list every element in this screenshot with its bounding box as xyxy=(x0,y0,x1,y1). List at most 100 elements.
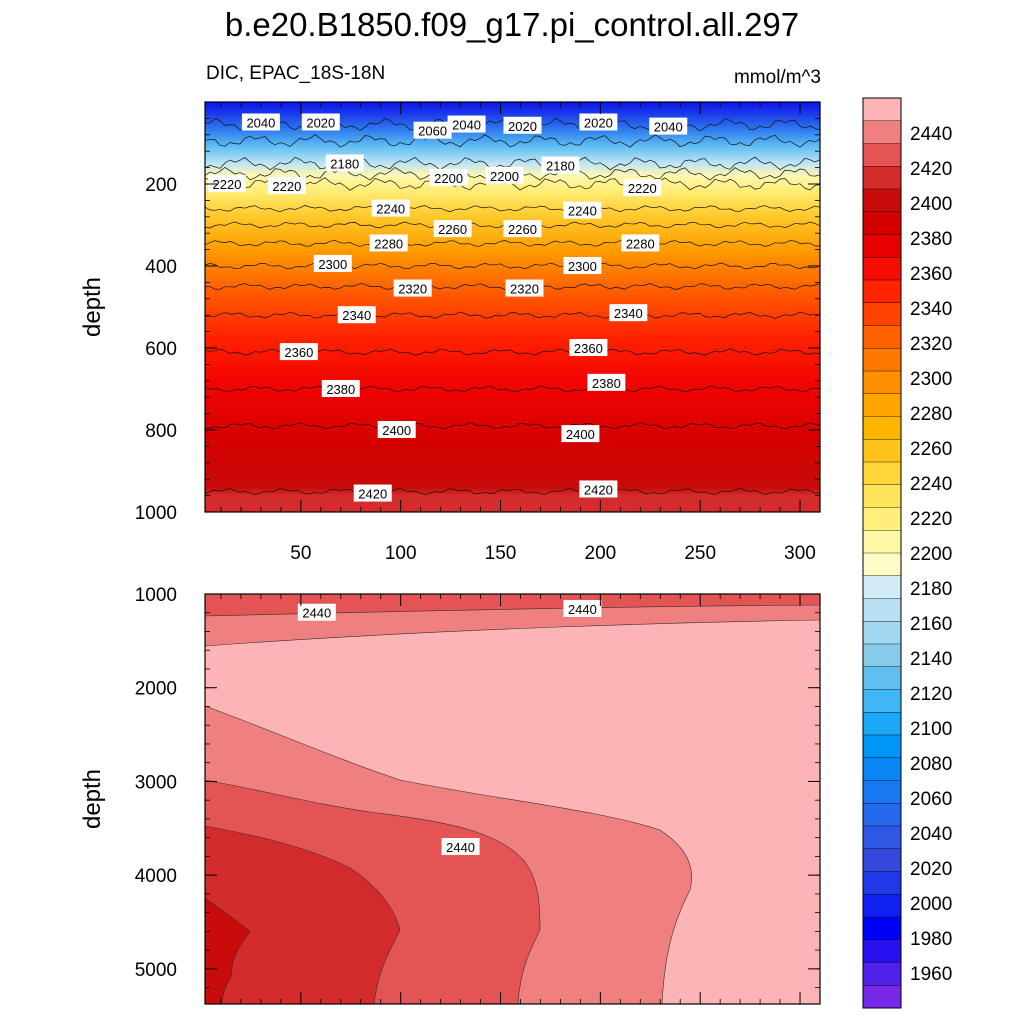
colorbar-swatch xyxy=(862,598,902,622)
contour-label-box xyxy=(297,603,336,621)
contour-label-box xyxy=(377,421,416,438)
lower-frame xyxy=(204,593,821,1005)
upper-label-2280: 2280 xyxy=(369,234,408,252)
xtick-label: 200 xyxy=(585,543,617,564)
colorbar-swatch xyxy=(862,780,902,804)
colorbar-swatch xyxy=(862,166,902,190)
contour-label-box xyxy=(441,838,480,856)
contour-label-box xyxy=(433,220,472,238)
contour-label-text: 2440 xyxy=(446,840,475,855)
contour-label-box xyxy=(279,343,318,361)
contour-label-text: 2420 xyxy=(584,482,613,497)
colorbar-swatch xyxy=(862,643,902,668)
contour-label-text: 2220 xyxy=(272,179,301,194)
contour-label-text: 2040 xyxy=(452,118,481,133)
lower-panel: 2440 2440 2440 1000 2000 3000 4000 5000 depth xyxy=(79,585,821,1005)
upper-label-2040: 2040 xyxy=(447,115,486,133)
colorbar-label: 2160 xyxy=(910,614,952,635)
colorbar-label: 2080 xyxy=(910,754,952,775)
colorbar-swatch xyxy=(862,348,902,372)
colorbar-label: 2120 xyxy=(910,684,952,705)
colorbar-label: 2360 xyxy=(910,264,952,285)
upper-label-2180: 2180 xyxy=(541,156,580,174)
colorbar-label: 2420 xyxy=(910,159,952,180)
upper-contour-labels: 2040 2020 2060 2040 2020 2020 2040 2180 2200 2200… xyxy=(207,113,688,502)
colorbar-swatch xyxy=(862,302,902,326)
contour-label-box xyxy=(579,480,618,498)
xtick-label: 100 xyxy=(385,543,417,564)
upper-ytick-label: 400 xyxy=(145,257,177,278)
upper-label-2340: 2340 xyxy=(337,306,376,324)
contour-label-box xyxy=(371,199,410,217)
colorbar-swatch xyxy=(862,188,902,213)
colorbar-swatch xyxy=(862,666,902,690)
contour-label-text: 2380 xyxy=(326,382,355,397)
upper-label-2220: 2220 xyxy=(623,179,662,197)
colorbar: 2440 2420 2400 2380 2360 2340 2320 2300 2280 2260… xyxy=(862,97,952,1009)
colorbar-swatch xyxy=(862,894,902,918)
contour-label-box xyxy=(541,156,580,174)
contour-label-text: 2300 xyxy=(318,257,347,272)
contour-label-box xyxy=(241,113,280,131)
contour-label-box xyxy=(569,339,608,356)
colorbar-label: 2180 xyxy=(910,579,952,600)
contour-label-box xyxy=(353,484,392,502)
lower-ytick-label: 4000 xyxy=(135,866,177,887)
upper-label-2240: 2240 xyxy=(371,199,410,217)
colorbar-swatch xyxy=(862,803,902,827)
colorbar-swatch xyxy=(862,848,902,872)
upper-label-2380: 2380 xyxy=(321,380,360,397)
lower-band-d42c2c xyxy=(204,825,401,1005)
upper-label-2400: 2400 xyxy=(377,421,416,438)
upper-label-2260: 2260 xyxy=(433,220,472,238)
colorbar-swatch xyxy=(862,120,902,144)
chart-title: b.e20.B1850.f09_g17.pi_control.all.297 xyxy=(224,6,800,43)
contour-label-text: 2180 xyxy=(330,157,359,172)
colorbar-swatch xyxy=(862,279,902,304)
lower-ylabel: depth xyxy=(79,769,106,829)
lower-label-2440: 2440 xyxy=(297,603,336,621)
lower-band-e45454-top xyxy=(204,593,821,617)
colorbar-label: 2060 xyxy=(910,789,952,810)
contour-label-text: 2220 xyxy=(628,181,657,196)
contour-label-box xyxy=(503,220,542,238)
colorbar-label: 2000 xyxy=(910,894,952,915)
colorbar-swatch xyxy=(862,621,902,645)
lower-contour-labels: 2440 2440 2440 xyxy=(297,599,602,856)
contour-label-box xyxy=(609,304,648,322)
contour-line-2240 xyxy=(204,205,821,213)
upper-ytick-label: 200 xyxy=(145,175,177,196)
contour-label-box xyxy=(503,116,542,134)
colorbar-swatch xyxy=(862,143,902,167)
upper-label-2240: 2240 xyxy=(563,201,602,219)
upper-label-2300: 2300 xyxy=(313,254,352,272)
contour-label-box xyxy=(485,166,524,184)
colorbar-label: 2320 xyxy=(910,334,952,355)
lower-ytick-label: 5000 xyxy=(135,960,177,981)
xtick-label: 150 xyxy=(485,543,517,564)
colorbar-label: 2260 xyxy=(910,439,952,460)
colorbar-label: 2400 xyxy=(910,194,952,215)
colorbar-swatch xyxy=(862,757,902,781)
upper-label-2280: 2280 xyxy=(621,234,660,252)
contour-label-box xyxy=(207,175,246,192)
contour-line-2380 xyxy=(204,385,821,393)
contour-label-text: 2400 xyxy=(382,423,411,438)
upper-label-2420: 2420 xyxy=(353,484,392,502)
colorbar-label: 2100 xyxy=(910,719,952,740)
contour-label-text: 2220 xyxy=(213,177,242,192)
upper-label-2340: 2340 xyxy=(609,304,648,322)
colorbar-swatch xyxy=(862,575,902,599)
contour-label-box xyxy=(621,234,660,252)
upper-label-2020: 2020 xyxy=(579,113,618,131)
colorbar-swatch xyxy=(862,370,902,395)
contour-label-box xyxy=(505,279,544,297)
contour-label-box xyxy=(561,425,600,443)
upper-label-2180: 2180 xyxy=(325,154,364,172)
contour-label-text: 2320 xyxy=(398,282,427,297)
contour-label-box xyxy=(393,279,432,297)
contour-label-box xyxy=(369,234,408,252)
variable-region-label: DIC, EPAC_18S-18N xyxy=(206,63,386,84)
lower-label-2440: 2440 xyxy=(441,838,480,856)
